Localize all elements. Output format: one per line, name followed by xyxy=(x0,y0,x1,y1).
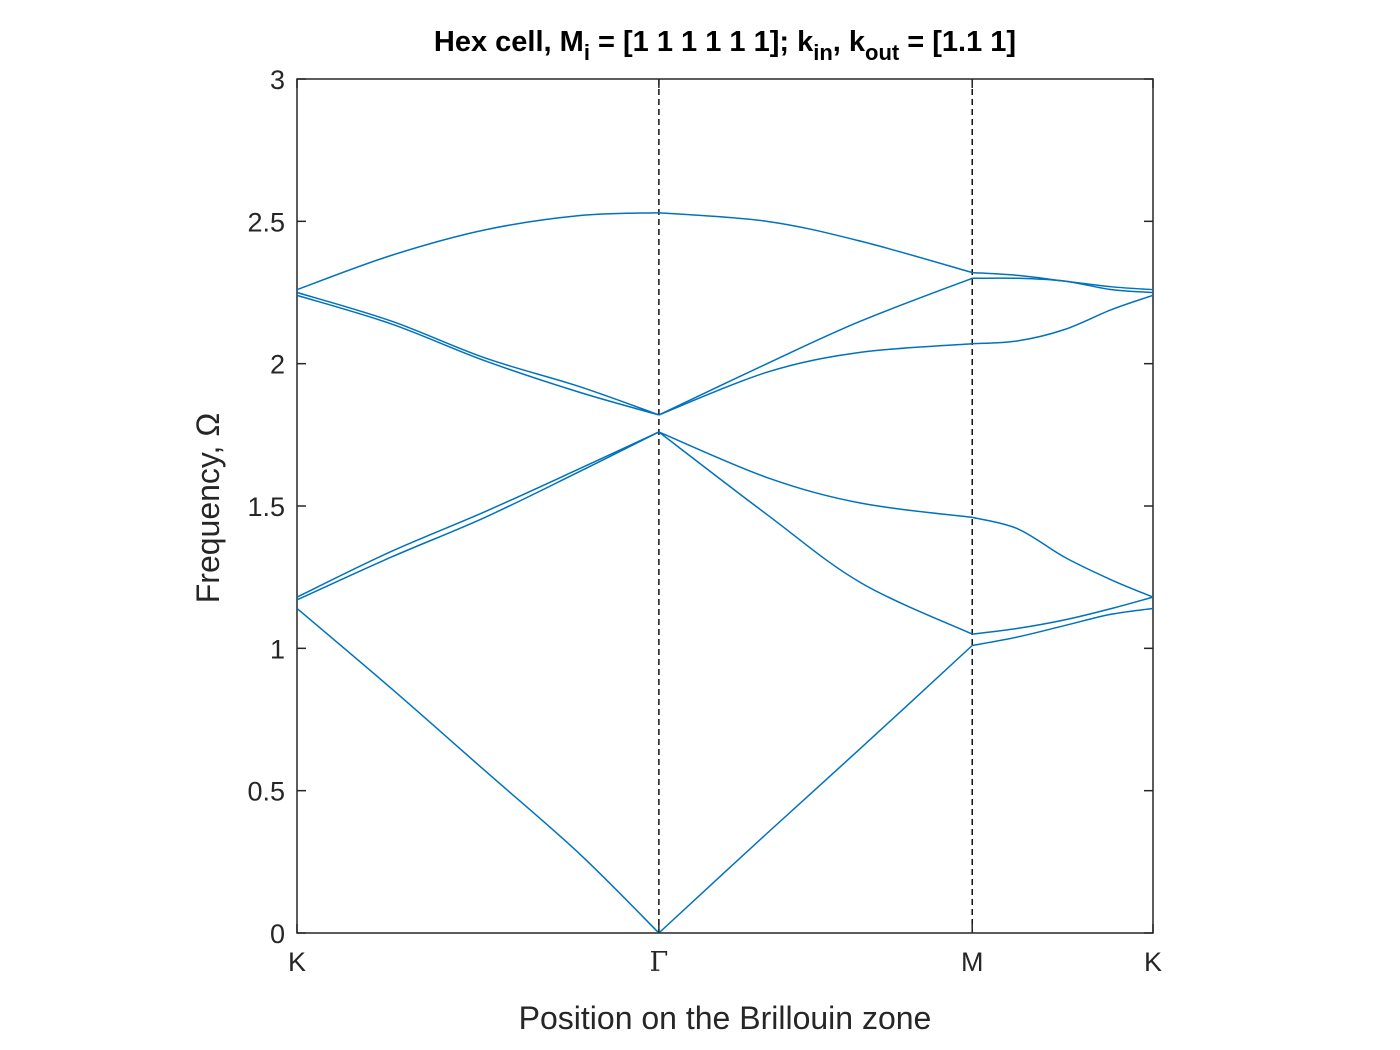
series-group xyxy=(296,212,1154,934)
title-part-6: = [1.1 1] xyxy=(899,26,1016,58)
y-tick-label: 2.5 xyxy=(247,207,285,237)
title-part-2: = [1 1 1 1 1 1]; k xyxy=(590,26,814,58)
y-ticks: 0 0.5 1 1.5 2 2.5 3 xyxy=(247,65,1153,949)
band-line-3 xyxy=(296,431,1154,598)
title-part-4: , k xyxy=(833,26,866,58)
x-tick-label: Γ xyxy=(650,947,669,978)
band-line-2 xyxy=(296,431,1154,635)
y-tick-label: 3 xyxy=(270,65,285,95)
title-part-0: Hex cell, M xyxy=(434,26,584,58)
y-tick-label: 0.5 xyxy=(247,777,285,807)
band-line-4 xyxy=(296,294,1154,416)
y-tick-label: 0 xyxy=(270,919,285,949)
x-tick-label: M xyxy=(961,947,984,977)
y-tick-label: 1 xyxy=(270,634,285,664)
title-part-1: i xyxy=(584,40,590,65)
x-tick-label: K xyxy=(1144,947,1162,977)
band-line-6 xyxy=(296,212,1154,291)
axes-box xyxy=(296,78,1154,934)
symmetry-lines xyxy=(658,79,973,933)
title-part-3: in xyxy=(813,40,833,65)
band-line-1 xyxy=(296,607,1154,934)
x-tick-label: K xyxy=(288,947,306,977)
title-part-5: out xyxy=(865,40,900,65)
band-line-5 xyxy=(296,277,1154,416)
y-axis-label: Frequency, Ω xyxy=(190,413,226,604)
chart-title: Hex cell, Mi = [1 1 1 1 1 1]; kin, kout … xyxy=(434,26,1016,65)
y-tick-label: 1.5 xyxy=(247,492,285,522)
y-tick-label: 2 xyxy=(270,350,285,380)
x-axis-label: Position on the Brillouin zone xyxy=(519,1000,932,1036)
